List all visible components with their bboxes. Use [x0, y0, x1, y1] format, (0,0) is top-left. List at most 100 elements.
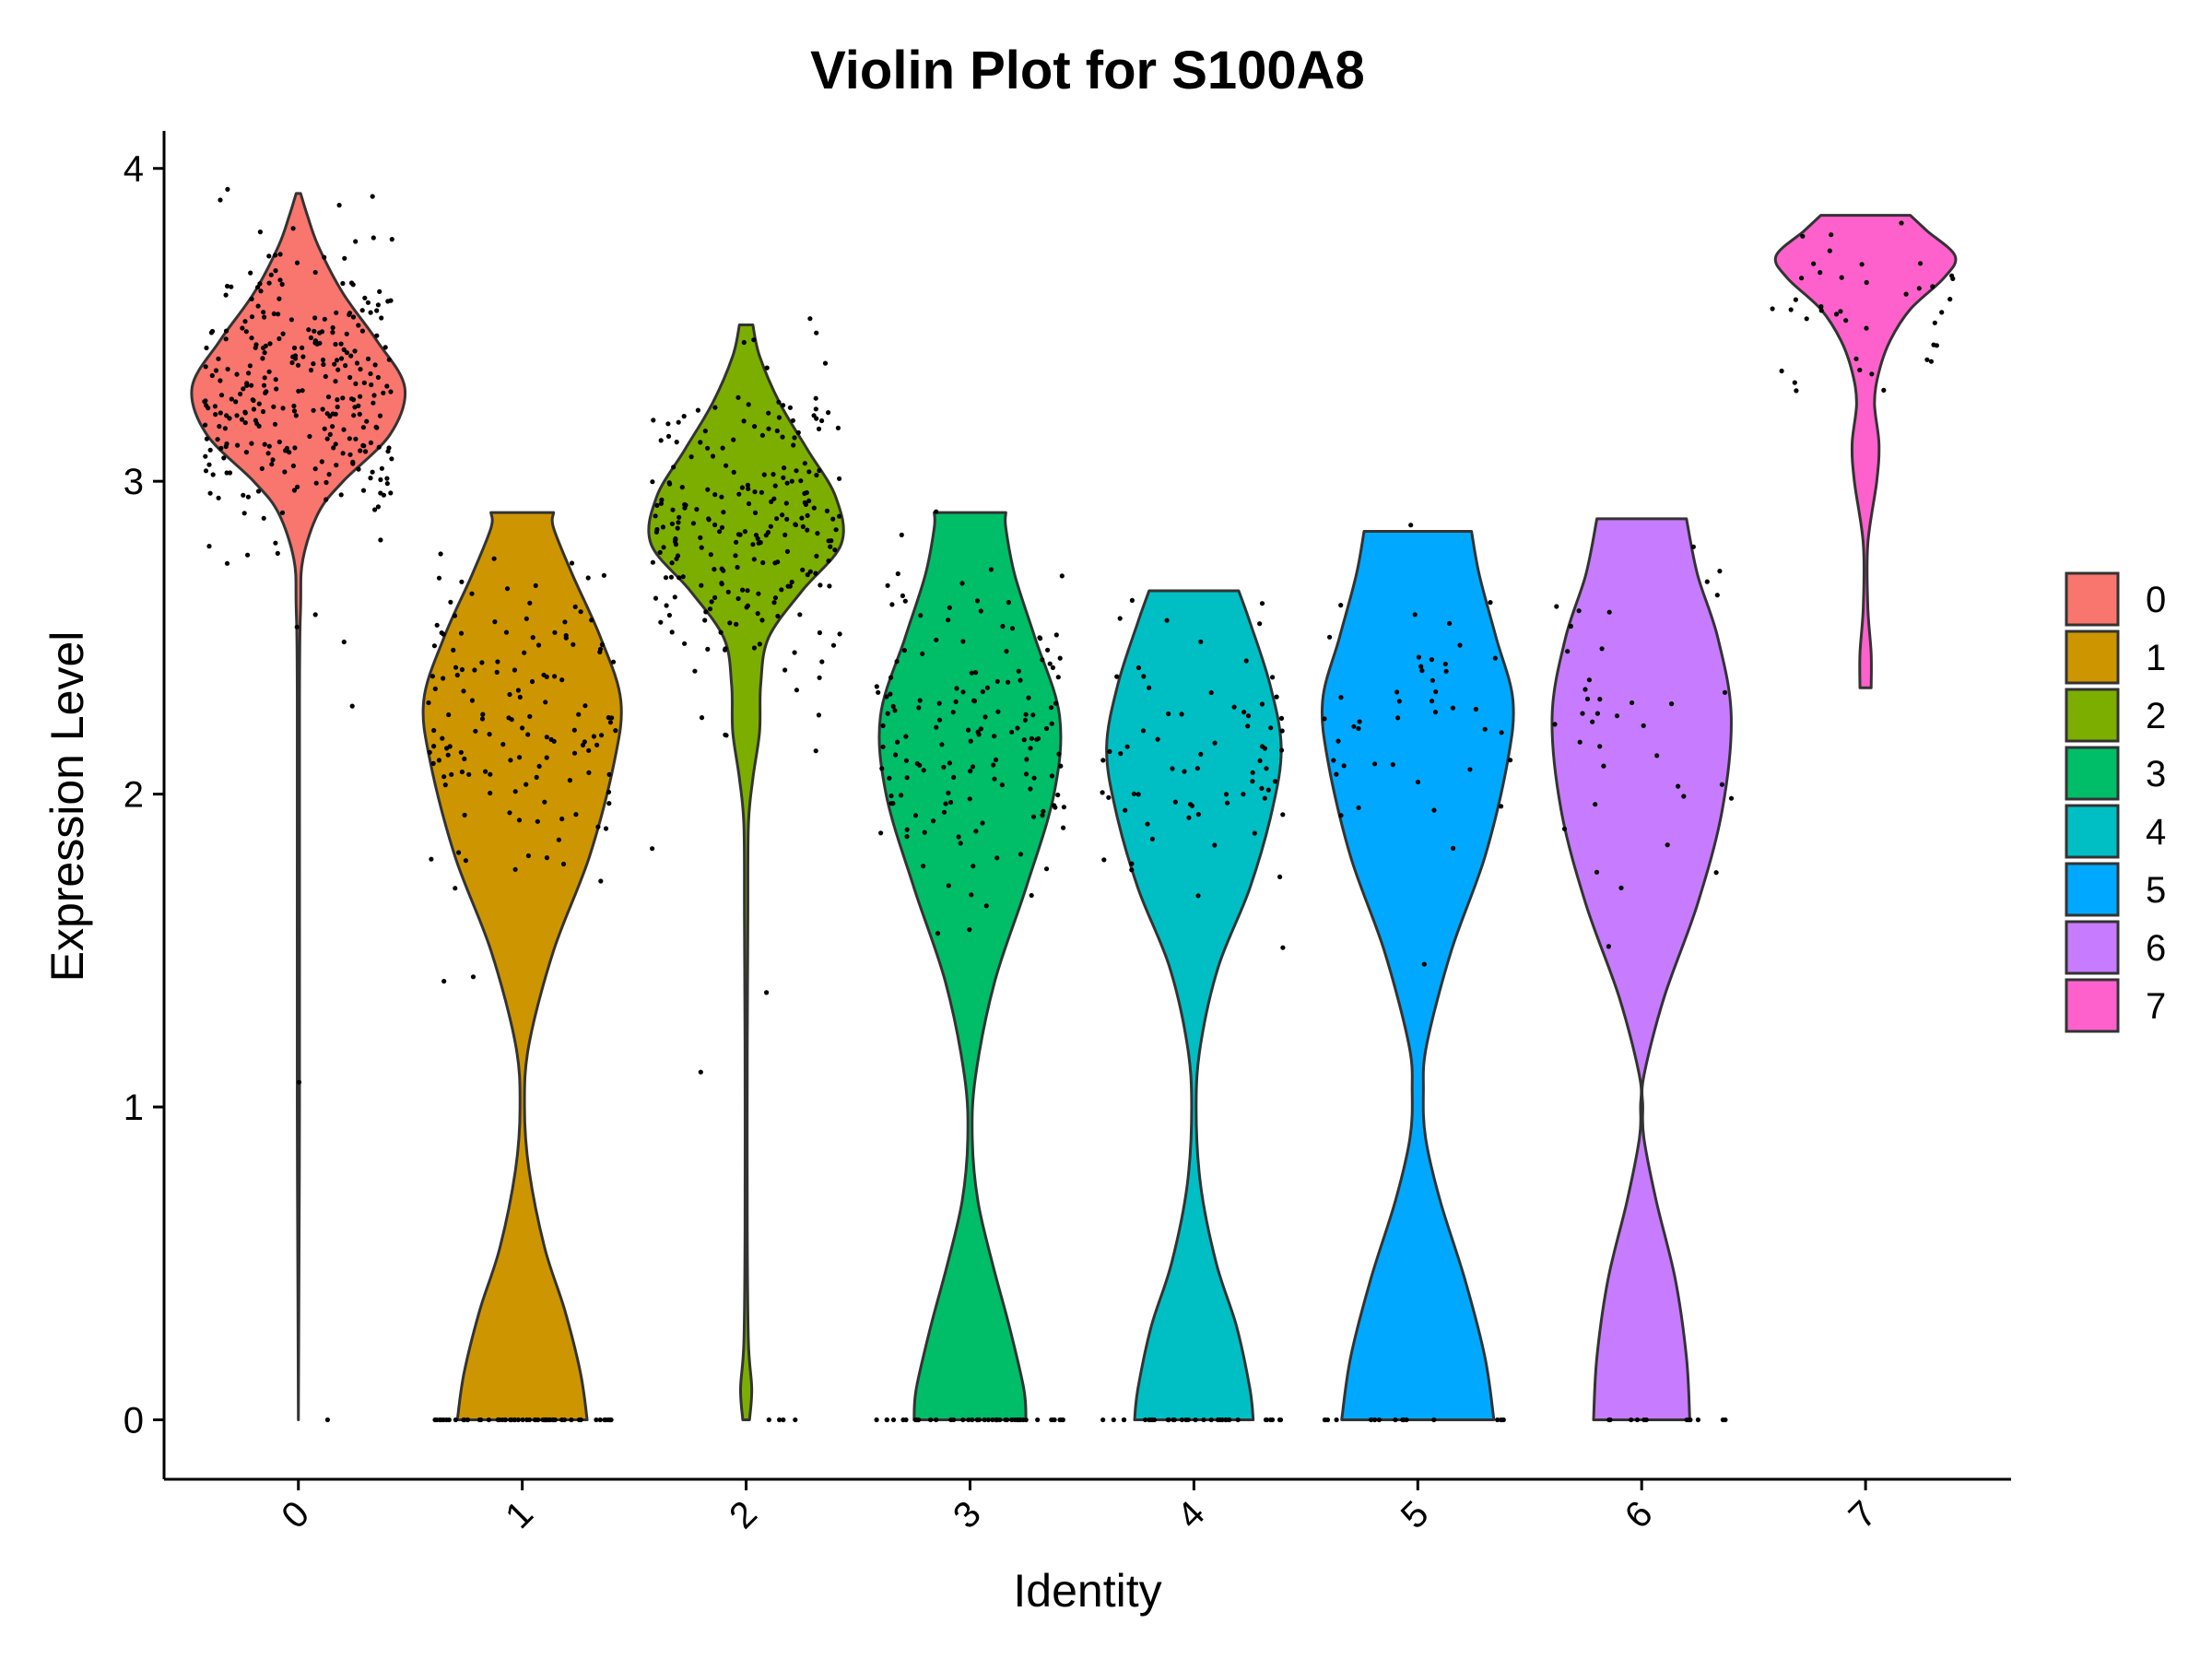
jitter-point: [294, 260, 300, 265]
jitter-point: [899, 793, 904, 798]
jitter-point: [606, 771, 612, 777]
jitter-point: [1864, 279, 1869, 286]
jitter-point: [1839, 275, 1844, 280]
jitter-point: [1372, 1417, 1378, 1423]
jitter-point: [522, 650, 527, 655]
jitter-point: [293, 413, 299, 418]
jitter-point: [347, 374, 353, 381]
jitter-point: [221, 455, 227, 461]
jitter-point: [806, 498, 812, 504]
jitter-point: [358, 367, 363, 372]
jitter-point: [264, 389, 269, 394]
y-tick-label: 1: [124, 1088, 144, 1128]
jitter-point: [360, 425, 366, 430]
jitter-point: [780, 434, 785, 440]
jitter-point: [389, 237, 394, 242]
jitter-point: [731, 469, 736, 475]
jitter-point: [217, 424, 222, 429]
jitter-point: [1869, 371, 1875, 377]
jitter-point: [524, 782, 529, 787]
jitter-point: [307, 433, 312, 440]
jitter-point: [295, 484, 300, 489]
jitter-point: [887, 775, 892, 782]
jitter-point: [1056, 751, 1062, 757]
jitter-point: [674, 556, 679, 561]
jitter-point: [659, 497, 665, 503]
jitter-point: [651, 418, 656, 423]
jitter-point: [1043, 866, 1050, 872]
jitter-point: [745, 603, 751, 608]
jitter-point: [487, 732, 492, 737]
jitter-point: [774, 516, 780, 522]
jitter-point: [445, 752, 451, 758]
jitter-point: [1143, 1417, 1148, 1423]
jitter-point: [216, 356, 221, 361]
jitter-point: [1495, 1417, 1500, 1423]
jitter-point: [934, 637, 939, 642]
jitter-point: [1827, 248, 1832, 253]
jitter-point: [878, 830, 884, 836]
jitter-point: [1122, 1417, 1127, 1423]
jitter-point: [817, 629, 823, 636]
jitter-point: [552, 674, 558, 679]
jitter-point: [792, 435, 797, 441]
jitter-point: [758, 540, 763, 546]
jitter-point: [984, 685, 990, 690]
jitter-point: [804, 489, 809, 496]
jitter-point: [1057, 1417, 1063, 1423]
jitter-point: [342, 255, 347, 261]
jitter-point: [1561, 826, 1568, 831]
jitter-point: [682, 641, 688, 646]
jitter-point: [563, 632, 569, 639]
jitter-point: [1499, 804, 1504, 809]
jitter-point: [826, 558, 831, 564]
jitter-point: [306, 327, 312, 333]
jitter-point: [311, 361, 316, 367]
jitter-point: [382, 345, 388, 350]
jitter-point: [1580, 711, 1585, 716]
jitter-point: [479, 716, 486, 722]
jitter-point: [828, 544, 833, 549]
jitter-point: [535, 1417, 541, 1423]
jitter-point: [1111, 1417, 1116, 1423]
jitter-point: [374, 308, 380, 313]
jitter-point: [1412, 612, 1418, 618]
jitter-point: [300, 345, 305, 350]
jitter-point: [941, 809, 947, 815]
jitter-point: [719, 581, 724, 586]
jitter-point: [1034, 736, 1040, 742]
jitter-point: [324, 411, 330, 417]
jitter-point: [1250, 770, 1255, 775]
jitter-point: [672, 594, 677, 600]
jitter-point: [1041, 808, 1046, 814]
jitter-point: [359, 308, 365, 313]
jitter-point: [974, 1417, 980, 1423]
jitter-point: [789, 579, 794, 585]
jitter-point: [797, 612, 803, 618]
jitter-point: [798, 478, 804, 484]
jitter-point: [1396, 699, 1402, 704]
jitter-point: [495, 1417, 501, 1423]
jitter-point: [381, 390, 386, 395]
jitter-point: [725, 589, 731, 594]
jitter-point: [817, 675, 822, 680]
jitter-point: [312, 269, 318, 276]
jitter-point: [446, 712, 452, 718]
jitter-point: [1270, 675, 1276, 680]
jitter-point: [598, 878, 604, 884]
jitter-point: [826, 538, 831, 544]
jitter-point: [1050, 665, 1055, 671]
jitter-point: [470, 974, 477, 980]
jitter-point: [336, 203, 342, 208]
jitter-point: [874, 684, 879, 689]
jitter-point: [350, 282, 356, 288]
jitter-point: [982, 714, 988, 720]
jitter-point: [1055, 792, 1061, 798]
jitter-point: [243, 450, 249, 455]
jitter-point: [608, 1417, 614, 1423]
jitter-point: [258, 288, 264, 294]
jitter-point: [936, 717, 943, 723]
jitter-point: [1641, 723, 1646, 728]
jitter-point: [245, 494, 251, 500]
jitter-point: [218, 393, 225, 398]
